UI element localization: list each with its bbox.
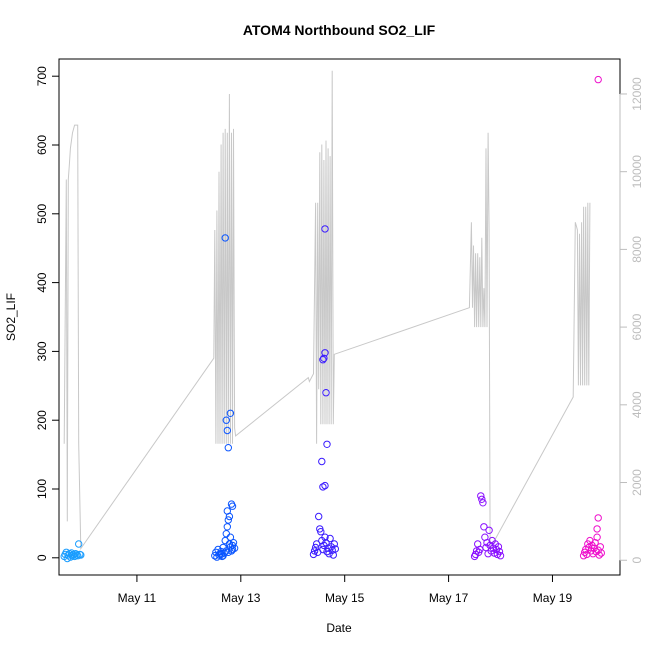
y-tick-label-5: 500 (35, 203, 49, 223)
series-0-point-11 (71, 550, 80, 558)
y-tick-label-4: 400 (35, 272, 49, 292)
series-2-point-30 (321, 225, 329, 233)
series-2-point-11 (321, 533, 329, 541)
y-axis: 0 100 200 300 400 500 600 700 (35, 66, 60, 561)
series-1-point-11 (222, 530, 231, 538)
series-1-point-12 (223, 523, 232, 531)
y-tick-label-3: 300 (35, 341, 49, 361)
series-1-point-34 (223, 507, 232, 515)
series-4-point-13 (593, 533, 601, 541)
series-1-point-19 (230, 544, 239, 552)
series-0-point-12 (73, 551, 81, 559)
series-2-point-16 (326, 534, 334, 543)
series-4-point-18 (593, 525, 601, 533)
series-4-point-15 (595, 551, 603, 559)
y-axis-label: SO2_LIF (4, 293, 18, 341)
series-1-point-28 (223, 426, 232, 435)
chart-title: ATOM4 Northbound SO2_LIF (243, 22, 436, 38)
y2-tick-label-0: 0 (630, 557, 644, 564)
series-1-point-13 (224, 516, 233, 524)
series-4-point-20 (594, 75, 602, 84)
series-2-point-22 (318, 457, 326, 466)
x-axis: May 11 May 13 May 15 May 17 May 19 (118, 574, 573, 605)
series-3-point-9 (480, 523, 488, 531)
series-2-point-28 (319, 483, 327, 491)
series-0-point-13 (74, 552, 82, 560)
x-tick-label-1: May 13 (221, 591, 261, 605)
y-tick-label-7: 700 (35, 66, 49, 86)
points-layer (60, 75, 605, 563)
series-1-point-15 (226, 533, 235, 541)
series-2-point-25 (321, 349, 329, 357)
series-3-point-8 (479, 499, 487, 507)
y2-axis: 0 2000 4000 6000 8000 10000 12000 (619, 77, 644, 564)
x-tick-label-0: May 11 (118, 591, 157, 605)
series-1-point-32 (228, 502, 237, 510)
series-4-point-19 (594, 514, 602, 522)
plot-frame (58, 58, 621, 576)
series-2-point-21 (331, 545, 339, 553)
series-3-point-14 (485, 526, 493, 534)
series-1-point-30 (226, 409, 235, 417)
series-2-point-3 (312, 540, 321, 548)
series-1-point-27 (222, 416, 231, 424)
y-tick-label-6: 600 (35, 135, 49, 155)
series-3-point-6 (477, 492, 485, 500)
series-1-point-29 (224, 444, 233, 452)
x-axis-label: Date (326, 621, 352, 635)
series-1-point-25 (228, 545, 237, 554)
secondary-series-line (63, 70, 591, 551)
y2-tick-label-2: 4000 (630, 391, 644, 418)
series-2-point-27 (323, 440, 331, 448)
series-3-point-24 (495, 547, 504, 556)
series-2-point-26 (322, 389, 330, 397)
y-tick-label-1: 100 (35, 479, 49, 499)
y-tick-label-0: 0 (35, 554, 49, 561)
y2-tick-label-3: 6000 (630, 313, 644, 340)
series-0-point-14 (75, 540, 83, 548)
y-tick-label-2: 200 (35, 410, 49, 430)
x-tick-label-2: May 15 (325, 591, 365, 605)
series-2-point-5 (315, 512, 323, 521)
series-2-point-9 (319, 545, 327, 554)
series-3-point-7 (478, 495, 486, 503)
series-2-point-13 (323, 547, 331, 556)
y2-tick-label-6: 12000 (630, 77, 644, 111)
secondary-line-layer (63, 70, 591, 551)
series-0-point-16 (77, 551, 85, 559)
series-3-point-23 (494, 543, 503, 551)
y2-tick-label-1: 2000 (630, 469, 644, 496)
series-2-point-7 (317, 528, 325, 536)
series-1-point-20 (217, 550, 225, 559)
series-2-point-23 (319, 356, 327, 364)
series-1-point-26 (221, 234, 229, 242)
series-2-point-29 (321, 481, 329, 490)
y2-tick-label-5: 10000 (630, 155, 644, 189)
series-2-point-20 (330, 540, 338, 548)
series-2-point-2 (311, 543, 320, 552)
x-tick-label-3: May 17 (429, 591, 469, 605)
y2-tick-label-4: 8000 (630, 236, 644, 263)
series-4-point-17 (597, 549, 605, 557)
x-tick-label-4: May 19 (533, 591, 573, 605)
series-2-point-24 (320, 354, 328, 362)
series-2-point-0 (309, 550, 318, 559)
series-3-point-25 (496, 552, 505, 560)
